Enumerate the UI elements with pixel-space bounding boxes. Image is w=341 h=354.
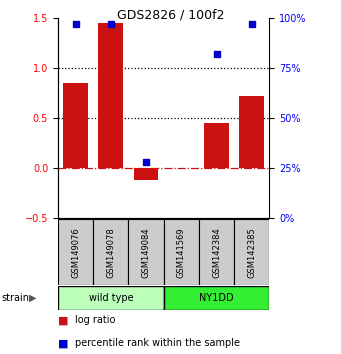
Bar bbox=[199, 219, 234, 285]
Bar bbox=[58, 219, 93, 285]
Bar bbox=[234, 219, 269, 285]
Text: wild type: wild type bbox=[89, 293, 133, 303]
Bar bbox=[164, 219, 199, 285]
Bar bbox=[58, 286, 164, 310]
Bar bbox=[129, 219, 164, 285]
Bar bbox=[134, 168, 158, 180]
Text: GDS2826 / 100f2: GDS2826 / 100f2 bbox=[117, 9, 224, 22]
Text: NY1DD: NY1DD bbox=[199, 293, 234, 303]
Text: strain: strain bbox=[2, 293, 30, 303]
Text: log ratio: log ratio bbox=[75, 315, 115, 325]
Bar bbox=[93, 219, 129, 285]
Text: GSM141569: GSM141569 bbox=[177, 227, 186, 278]
Text: GSM142384: GSM142384 bbox=[212, 227, 221, 278]
Text: GSM142385: GSM142385 bbox=[247, 227, 256, 278]
Bar bbox=[99, 23, 123, 168]
Text: ▶: ▶ bbox=[29, 293, 36, 303]
Bar bbox=[164, 286, 269, 310]
Text: ■: ■ bbox=[58, 338, 69, 348]
Text: GSM149078: GSM149078 bbox=[106, 227, 115, 278]
Text: ■: ■ bbox=[58, 315, 69, 325]
Text: percentile rank within the sample: percentile rank within the sample bbox=[75, 338, 240, 348]
Bar bbox=[63, 83, 88, 168]
Text: GSM149076: GSM149076 bbox=[71, 227, 80, 278]
Bar bbox=[239, 96, 264, 168]
Bar bbox=[204, 123, 229, 168]
Text: GSM149084: GSM149084 bbox=[142, 227, 151, 278]
